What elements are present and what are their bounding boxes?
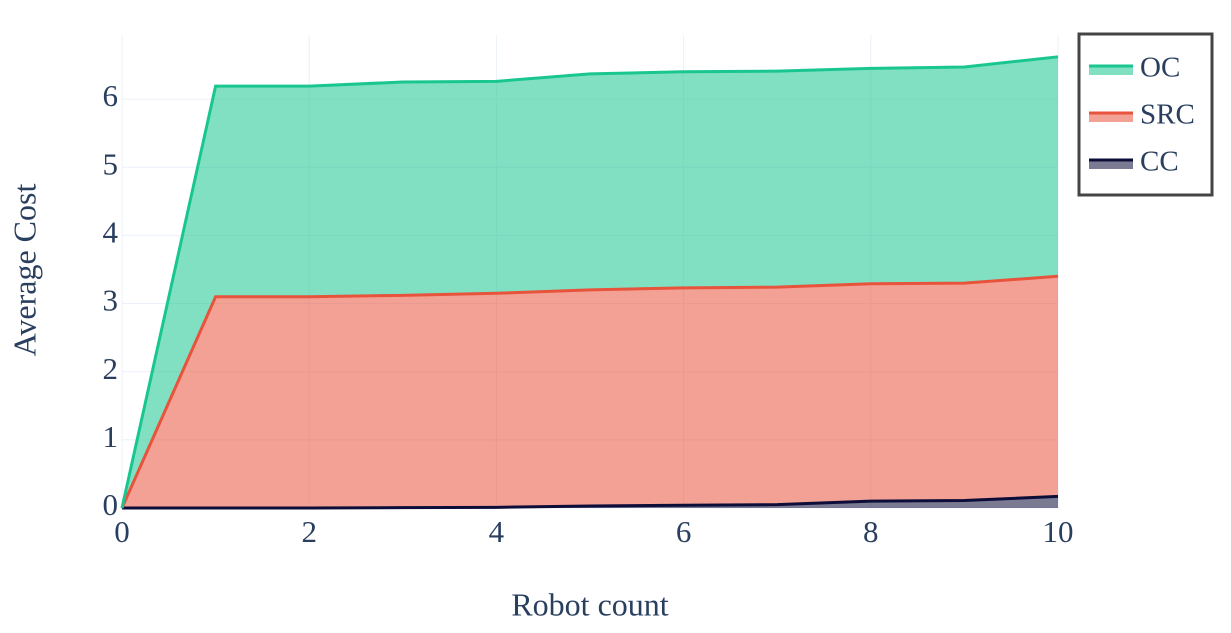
- y-tick-label: 4: [103, 214, 119, 249]
- area-line: [122, 494, 1059, 510]
- legend-label: CC: [1140, 146, 1179, 178]
- legend-swatch: [1089, 159, 1133, 169]
- y-tick-label: 5: [103, 146, 119, 181]
- area-line: [120, 274, 1059, 509]
- x-tick-label: 8: [863, 514, 879, 549]
- legend: OC SRC CC: [1077, 32, 1214, 197]
- x-axis-title: Robot count: [511, 586, 668, 622]
- y-tick-label: 6: [103, 78, 119, 113]
- lines: [120, 55, 1059, 510]
- x-tick-label: 6: [676, 514, 692, 549]
- x-tick-label: 2: [301, 514, 317, 549]
- area-fill: [122, 496, 1058, 508]
- y-tick-label: 0: [103, 487, 119, 522]
- x-tick-label: 4: [489, 514, 505, 549]
- area-fill: [122, 276, 1058, 508]
- y-tick-label: 3: [103, 283, 119, 318]
- y-axis-title: Average Cost: [6, 184, 42, 357]
- x-tick-label: 0: [114, 514, 130, 549]
- area-line: [120, 55, 1059, 509]
- y-tick-label: 1: [103, 419, 119, 454]
- legend-label: OC: [1140, 52, 1180, 84]
- y-tick-label: 2: [103, 351, 119, 386]
- legend-swatch: [1089, 65, 1133, 75]
- x-tick-label: 10: [1043, 514, 1074, 549]
- areas: [122, 56, 1058, 508]
- area-fill: [122, 56, 1058, 508]
- legend-label: SRC: [1140, 99, 1195, 131]
- legend-swatch: [1089, 112, 1133, 122]
